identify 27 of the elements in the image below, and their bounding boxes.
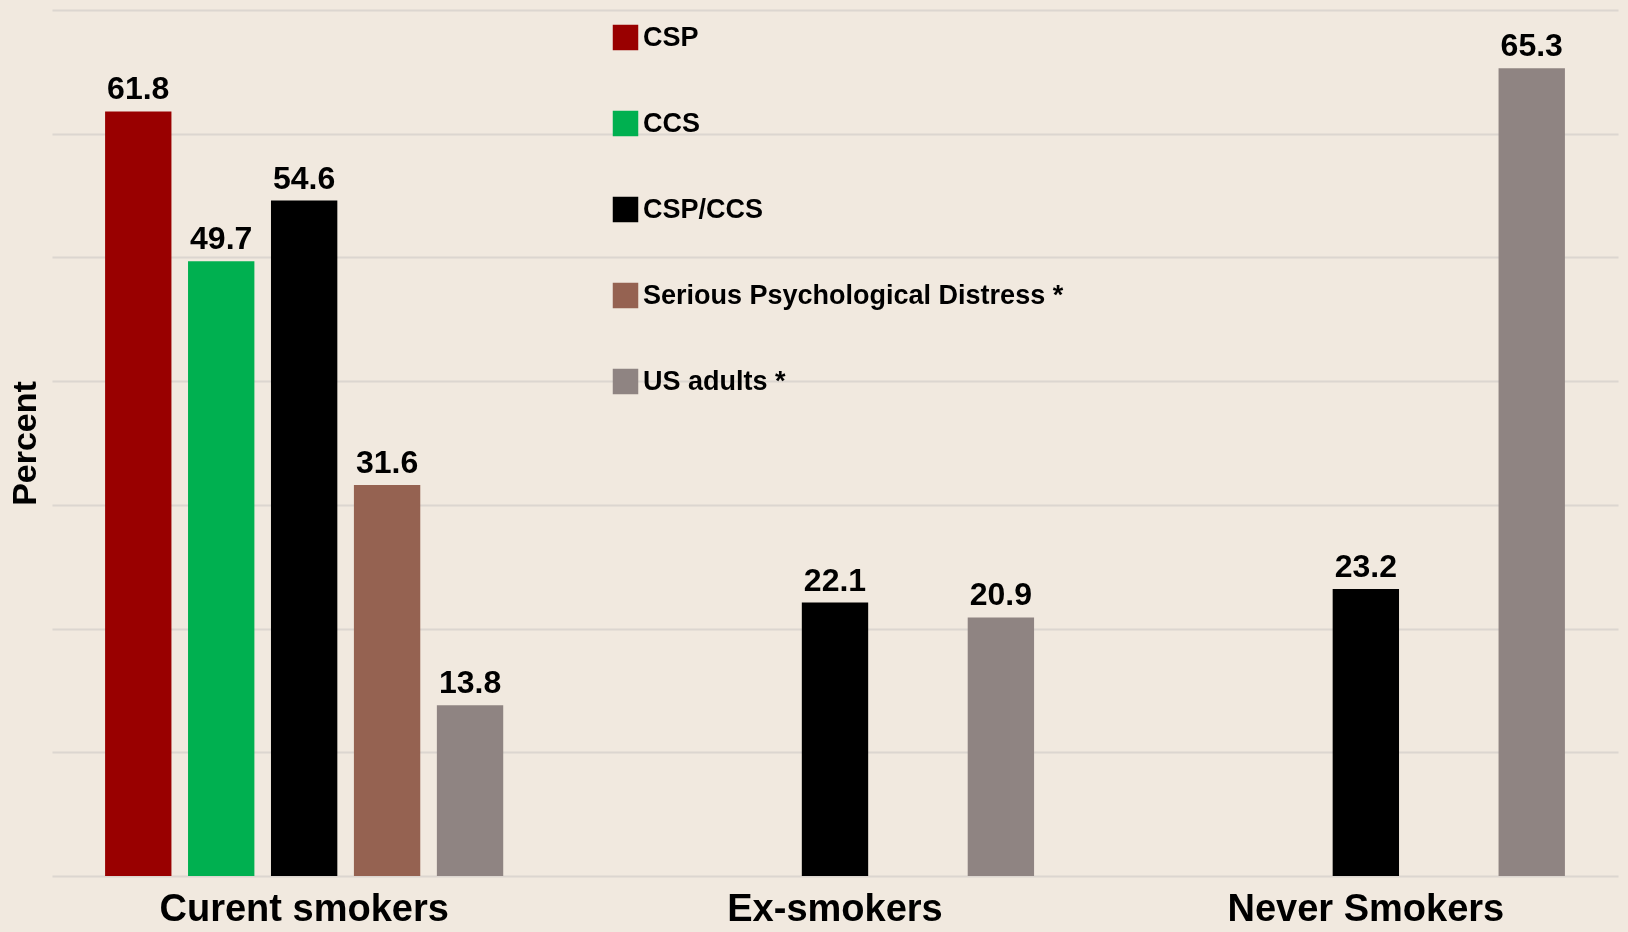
data-label: 49.7 bbox=[190, 220, 253, 257]
bar bbox=[436, 705, 504, 876]
x-tick-label: Never Smokers bbox=[1227, 886, 1505, 929]
bar bbox=[801, 602, 869, 876]
data-label: 22.1 bbox=[803, 561, 867, 598]
legend-label: US adults * bbox=[643, 365, 787, 396]
legend-label: CSP/CCS bbox=[643, 193, 764, 224]
data-label: 13.8 bbox=[438, 664, 502, 701]
bar bbox=[188, 261, 255, 876]
data-label: 65.3 bbox=[1500, 27, 1563, 64]
bar bbox=[967, 617, 1035, 876]
data-label: 23.2 bbox=[1334, 547, 1397, 584]
data-label: 20.9 bbox=[969, 576, 1033, 613]
data-label: 54.6 bbox=[273, 159, 336, 196]
bar bbox=[105, 111, 172, 876]
bar bbox=[353, 485, 421, 876]
bar bbox=[270, 200, 338, 876]
legend-label: CCS bbox=[643, 107, 701, 138]
x-tick-label: Curent smokers bbox=[159, 886, 449, 929]
y-axis-title: Percent bbox=[4, 381, 43, 506]
legend-label: CSP bbox=[643, 21, 699, 52]
data-label: 61.8 bbox=[107, 70, 170, 107]
data-label: 31.6 bbox=[355, 444, 419, 481]
bar bbox=[1498, 68, 1565, 876]
x-tick-label: Ex-smokers bbox=[727, 886, 943, 929]
legend-label: Serious Psychological Distress * bbox=[643, 279, 1064, 310]
bar bbox=[1332, 588, 1400, 876]
